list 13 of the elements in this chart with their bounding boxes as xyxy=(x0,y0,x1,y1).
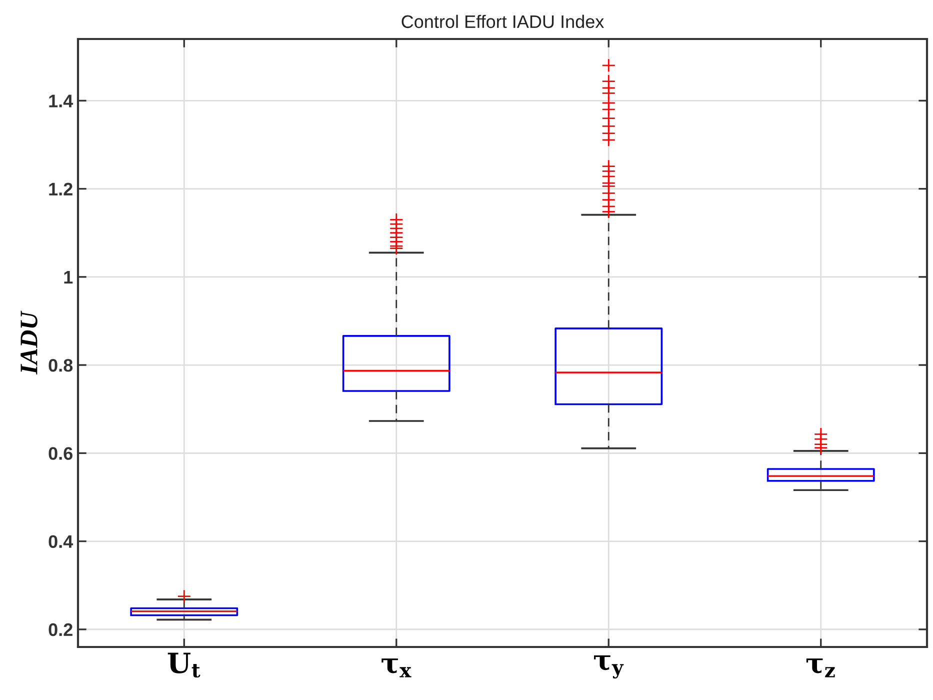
y-tick-label: 0.2 xyxy=(48,623,72,636)
y-tick-label: 0.6 xyxy=(48,447,72,460)
y-tick-label: 1.2 xyxy=(49,182,72,196)
y-tick-label: 0.4 xyxy=(48,535,74,548)
x-tick-label: τ$_{x}$ xyxy=(382,658,412,678)
x-tick-label: U$_{t}$ xyxy=(168,652,200,678)
y-tick-label: 1.4 xyxy=(49,94,74,108)
x-tick-label: τ$_{z}$ xyxy=(806,658,835,678)
x-tick-label: τ$_{y}$ xyxy=(594,655,624,678)
y-tick-label: 1 xyxy=(64,271,73,284)
y-tick-label: 0.8 xyxy=(48,358,73,372)
chart-title: Control Effort IADU Index xyxy=(402,14,604,28)
y-axis-title: IADU xyxy=(20,310,38,375)
